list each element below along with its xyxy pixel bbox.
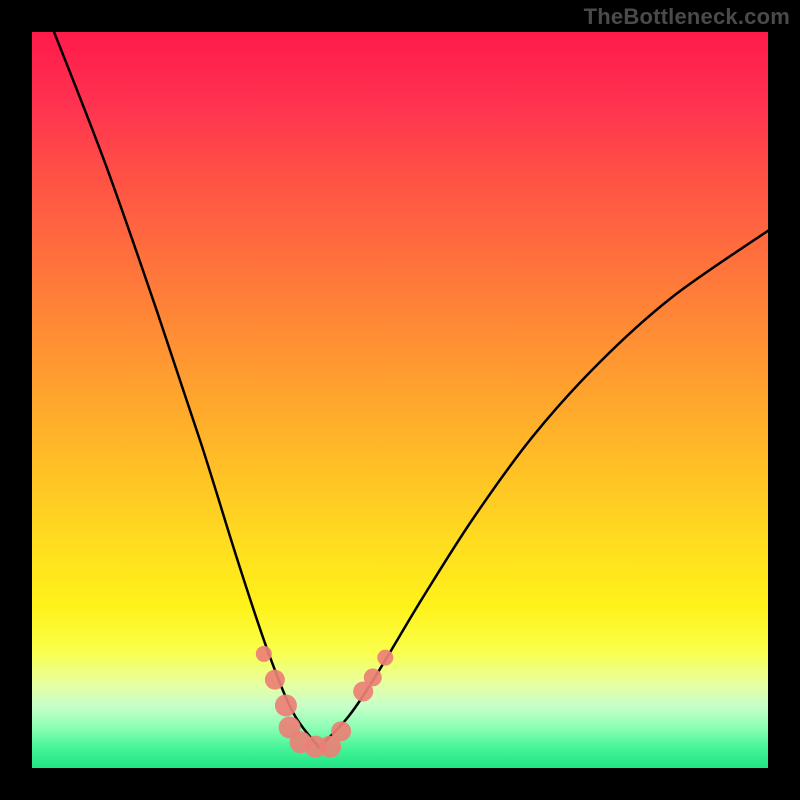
chart-svg <box>0 0 800 800</box>
bottleneck-chart: { "chart": { "type": "line", "width": 80… <box>0 0 800 800</box>
plot-background <box>32 32 768 768</box>
watermark-text: TheBottleneck.com <box>584 4 790 30</box>
data-marker <box>256 646 272 662</box>
data-marker <box>265 670 285 690</box>
data-marker <box>275 694 297 716</box>
data-marker <box>377 650 393 666</box>
data-marker <box>331 721 351 741</box>
data-marker <box>364 668 382 686</box>
